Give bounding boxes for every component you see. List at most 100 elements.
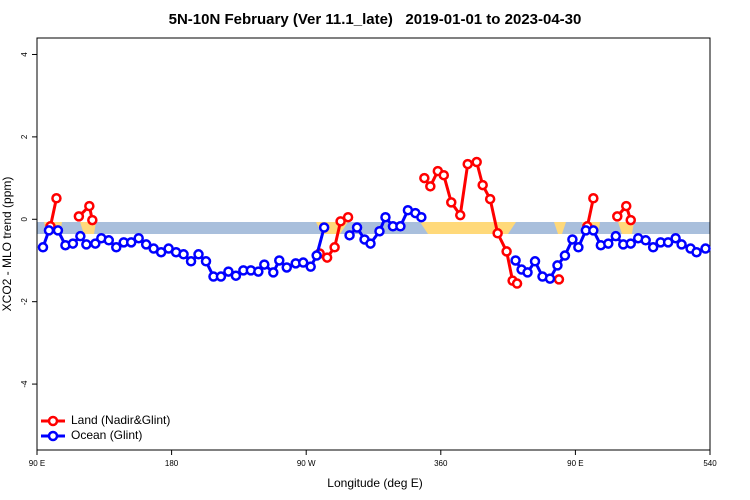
- data-point: [446, 197, 457, 208]
- y-tick-label: 2: [20, 134, 29, 139]
- data-point: [73, 211, 85, 222]
- legend: Land (Nadir&Glint)Ocean (Glint): [41, 413, 170, 442]
- data-point: [311, 250, 322, 261]
- x-tick-label: 90 E: [29, 459, 45, 468]
- data-point: [374, 225, 385, 237]
- data-point: [529, 256, 541, 267]
- data-point: [471, 156, 482, 168]
- data-point: [111, 242, 122, 253]
- data-point: [416, 211, 427, 223]
- data-point: [552, 260, 563, 271]
- x-tick-label: 90 W: [297, 459, 316, 468]
- data-point: [438, 169, 450, 181]
- data-point: [647, 242, 659, 253]
- data-point: [620, 200, 632, 212]
- data-point: [522, 267, 533, 278]
- data-point: [51, 193, 62, 204]
- data-point: [662, 237, 674, 248]
- plot-frame: [36, 37, 711, 451]
- data-point: [342, 211, 354, 223]
- legend-label: Ocean (Glint): [71, 428, 142, 442]
- data-point: [75, 230, 86, 242]
- data-point: [37, 242, 49, 253]
- data-point: [215, 271, 227, 282]
- data-point: [318, 222, 330, 233]
- data-point: [700, 243, 711, 254]
- data-point: [259, 259, 270, 270]
- data-point: [501, 246, 512, 257]
- data-point: [559, 250, 571, 261]
- data-point: [573, 242, 584, 253]
- data-point: [610, 230, 622, 242]
- data-point: [691, 246, 702, 258]
- legend-marker: [47, 430, 59, 442]
- data-point: [380, 211, 391, 223]
- data-point: [230, 270, 242, 281]
- y-tick-label: 4: [20, 52, 29, 57]
- x-axis-label: Longitude (deg E): [327, 476, 422, 490]
- data-point: [588, 225, 599, 236]
- legend-marker: [47, 415, 59, 427]
- data-point: [510, 255, 521, 266]
- data-point: [52, 225, 64, 236]
- data-point: [43, 225, 55, 236]
- x-tick-label: 540: [703, 459, 717, 468]
- data-point: [477, 179, 488, 191]
- mask-band: [37, 222, 710, 234]
- data-point: [419, 172, 430, 184]
- data-point: [178, 249, 189, 260]
- data-point: [603, 238, 614, 249]
- data-point: [321, 252, 333, 263]
- land-band: [554, 222, 566, 234]
- data-point: [588, 193, 599, 204]
- ocean-band: [37, 222, 710, 234]
- data-point: [344, 230, 355, 241]
- data-point: [351, 222, 363, 233]
- data-point: [640, 235, 651, 246]
- data-point: [365, 238, 376, 249]
- data-point: [484, 193, 496, 205]
- data-point: [553, 274, 565, 285]
- data-point: [103, 235, 115, 246]
- data-point: [544, 273, 556, 284]
- data-point: [492, 228, 503, 239]
- data-point: [567, 234, 578, 245]
- data-point: [84, 200, 95, 212]
- y-tick-label: -2: [20, 298, 29, 306]
- data-point: [425, 181, 436, 192]
- data-point: [305, 261, 316, 272]
- data-point: [511, 278, 523, 289]
- data-point: [67, 238, 79, 249]
- legend-label: Land (Nadir&Glint): [71, 413, 170, 427]
- data-point: [335, 216, 346, 227]
- x-tick-label: 360: [434, 459, 448, 468]
- data-point: [133, 232, 144, 244]
- data-point: [670, 232, 681, 244]
- data-point: [395, 221, 406, 232]
- data-point: [612, 211, 623, 222]
- data-point: [676, 239, 687, 250]
- data-point: [462, 158, 473, 170]
- x-tick-label: 90 E: [567, 459, 583, 468]
- x-tick-label: 180: [165, 459, 179, 468]
- data-point: [625, 238, 636, 249]
- data-point: [185, 256, 197, 267]
- data-point: [223, 266, 234, 277]
- data-point: [200, 256, 212, 267]
- data-point: [281, 262, 293, 273]
- land-band: [420, 222, 516, 234]
- data-point: [81, 239, 92, 250]
- data-point: [140, 239, 152, 250]
- data-point: [454, 209, 466, 221]
- data-point: [274, 255, 285, 266]
- y-tick-label: 0: [20, 217, 29, 222]
- data-point: [625, 214, 636, 226]
- y-axis-label: XCO2 - MLO trend (ppm): [0, 177, 14, 312]
- data-point: [125, 237, 137, 248]
- data-point: [193, 249, 204, 260]
- y-tick-label: -4: [20, 380, 29, 388]
- chart-title: 5N-10N February (Ver 11.1_late) 2019-01-…: [169, 11, 582, 28]
- data-point: [253, 266, 264, 277]
- data-point: [297, 257, 309, 268]
